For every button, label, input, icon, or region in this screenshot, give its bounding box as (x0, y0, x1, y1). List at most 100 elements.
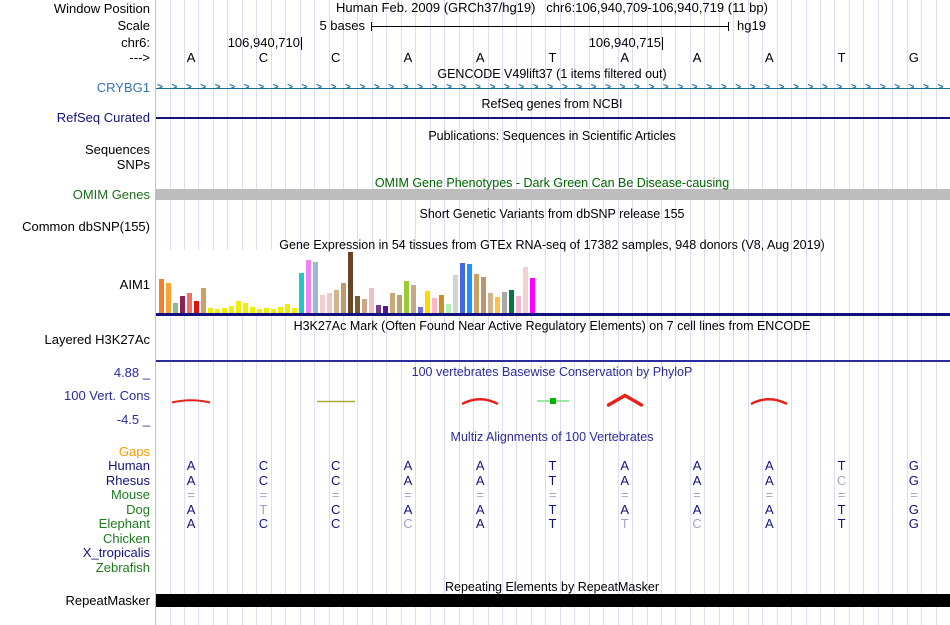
chevron-right-icon: > (836, 82, 843, 93)
gtex-expression-bar[interactable] (460, 263, 465, 313)
gtex-expression-bar[interactable] (250, 307, 255, 313)
phylop-peak[interactable] (531, 393, 575, 408)
scale-label: 5 bases (319, 18, 365, 33)
gtex-expression-bar[interactable] (397, 295, 402, 313)
phylop-peak[interactable] (603, 393, 647, 408)
gtex-expression-bar[interactable] (257, 309, 262, 313)
gtex-expression-bar[interactable] (432, 298, 437, 313)
multiz-row-label-dog[interactable]: Dog (126, 502, 150, 517)
gtex-expression-bar[interactable] (467, 264, 472, 313)
track-label-layered-h3k27ac[interactable]: Layered H3K27Ac (44, 332, 150, 347)
gtex-expression-bar[interactable] (187, 293, 192, 313)
gtex-expression-bar[interactable] (502, 292, 507, 313)
gtex-expression-bar[interactable] (264, 308, 269, 313)
gene-label-aim1[interactable]: AIM1 (119, 277, 150, 292)
strand-direction-label: ---> (129, 50, 150, 65)
phylop-peak[interactable] (169, 393, 213, 408)
track-label-refseq-curated[interactable]: RefSeq Curated (56, 110, 150, 125)
multiz-row-label-x_tropicalis[interactable]: X_tropicalis (82, 545, 150, 560)
phylop-peak[interactable] (747, 393, 791, 408)
multiz-row-label-human[interactable]: Human (108, 458, 150, 473)
gtex-expression-bar[interactable] (474, 274, 479, 313)
track-label-repeatmasker[interactable]: RepeatMasker (65, 593, 150, 608)
track-label-sequences[interactable]: Sequences (84, 142, 150, 157)
gtex-expression-bar[interactable] (509, 290, 514, 313)
chevron-right-icon: > (475, 82, 481, 93)
track-title-h3k27ac: H3K27Ac Mark (Often Found Near Active Re… (293, 319, 811, 333)
gtex-expression-bar[interactable] (166, 283, 171, 313)
gtex-expression-bar[interactable] (523, 267, 528, 313)
gene-label-crybg1[interactable]: CRYBG1 (96, 80, 150, 95)
gtex-baseline[interactable] (155, 313, 950, 316)
gtex-expression-bar[interactable] (481, 277, 486, 313)
gtex-expression-bar[interactable] (173, 303, 178, 313)
gtex-expression-bar[interactable] (201, 288, 206, 313)
track-label-100-vert-cons[interactable]: 100 Vert. Cons (64, 388, 150, 403)
gtex-expression-bar[interactable] (341, 283, 346, 313)
gtex-expression-bar[interactable] (222, 308, 227, 313)
crybg1-gene-line[interactable] (156, 88, 950, 89)
gtex-expression-bar[interactable] (327, 293, 332, 313)
phylop-peak[interactable] (314, 393, 358, 408)
multiz-row-label-rhesus[interactable]: Rhesus (105, 473, 150, 488)
chevron-right-icon: > (330, 82, 337, 93)
gtex-expression-bar[interactable] (453, 275, 458, 313)
gtex-expression-bar[interactable] (446, 304, 451, 313)
track-label-omim-genes[interactable]: OMIM Genes (72, 187, 150, 202)
gtex-expression-bar[interactable] (236, 301, 241, 313)
gtex-expression-bar[interactable] (369, 288, 374, 313)
gtex-expression-bar[interactable] (362, 299, 367, 313)
gtex-expression-bar[interactable] (306, 260, 311, 313)
gtex-expression-bar[interactable] (383, 306, 388, 313)
gtex-expression-bar[interactable] (376, 305, 381, 313)
gtex-expression-bar[interactable] (516, 296, 521, 313)
chevron-right-icon: > (185, 82, 192, 93)
align-letter: A (764, 502, 774, 517)
gtex-expression-bar[interactable] (488, 293, 493, 313)
multiz-row-label-zebrafish[interactable]: Zebrafish (95, 560, 150, 575)
gtex-expression-bar[interactable] (348, 252, 353, 313)
gtex-expression-bar[interactable] (292, 308, 297, 313)
gtex-expression-bar[interactable] (313, 262, 318, 313)
phylop-peak[interactable] (458, 393, 502, 408)
gtex-expression-bar[interactable] (404, 281, 409, 313)
gtex-expression-bar[interactable] (194, 301, 199, 313)
chevron-right-icon: > (576, 82, 583, 93)
align-letter: T (548, 502, 557, 517)
gtex-expression-bar[interactable] (334, 290, 339, 313)
gtex-expression-bar[interactable] (390, 293, 395, 313)
gtex-expression-bar[interactable] (243, 303, 248, 313)
gtex-expression-bar[interactable] (159, 279, 164, 313)
repeatmasker-bar[interactable] (155, 594, 950, 607)
gtex-expression-bar[interactable] (418, 307, 423, 313)
gtex-expression-bar[interactable] (285, 304, 290, 313)
align-letter: T (620, 516, 629, 531)
multiz-row-label-mouse[interactable]: Mouse (110, 487, 150, 502)
ruler-base: A (403, 50, 413, 65)
gtex-expression-bar[interactable] (215, 309, 220, 313)
gtex-expression-bar[interactable] (439, 295, 444, 313)
multiz-row-label-gaps[interactable]: Gaps (118, 444, 150, 459)
gtex-expression-bar[interactable] (229, 306, 234, 313)
gtex-expression-bar[interactable] (411, 285, 416, 313)
gtex-expression-bar[interactable] (278, 307, 283, 313)
refseq-curated-line[interactable] (156, 117, 950, 119)
gtex-expression-bar[interactable] (180, 296, 185, 313)
gtex-expression-bar[interactable] (530, 278, 535, 313)
h3k27ac-baseline[interactable] (155, 360, 950, 362)
gtex-expression-bar[interactable] (495, 297, 500, 313)
gtex-expression-bar[interactable] (320, 295, 325, 313)
gtex-expression-bar[interactable] (425, 291, 430, 313)
gridline (574, 0, 576, 625)
align-letter: = (331, 487, 340, 502)
omim-genes-bar[interactable] (155, 189, 950, 200)
track-label-snps[interactable]: SNPs (116, 157, 150, 172)
track-label-common-dbsnp[interactable]: Common dbSNP(155) (22, 219, 150, 234)
ruler-tick (301, 37, 302, 50)
gtex-expression-bar[interactable] (299, 273, 304, 313)
multiz-row-label-chicken[interactable]: Chicken (103, 531, 150, 546)
gtex-expression-bar[interactable] (208, 308, 213, 313)
multiz-row-label-elephant[interactable]: Elephant (98, 516, 150, 531)
gtex-expression-bar[interactable] (355, 296, 360, 313)
gtex-expression-bar[interactable] (271, 309, 276, 313)
